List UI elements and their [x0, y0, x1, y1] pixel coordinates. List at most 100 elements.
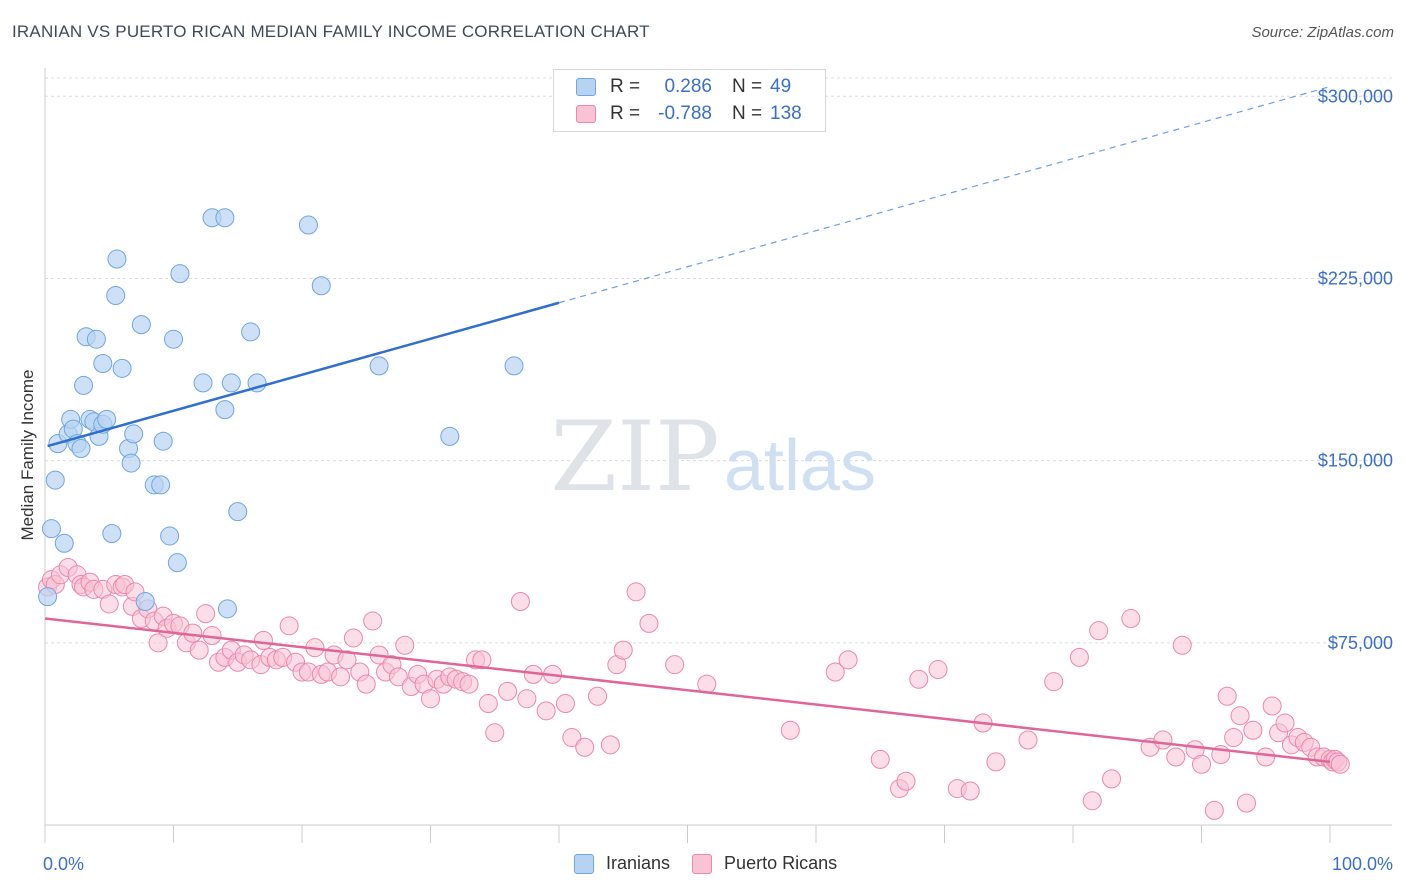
puerto-rican-point — [555, 694, 575, 714]
puerto-rican-point — [909, 669, 929, 689]
puerto-rican-point — [600, 735, 620, 755]
grid — [45, 77, 1392, 644]
puerto-rican-point — [1044, 672, 1064, 692]
puerto-rican-point — [148, 633, 168, 653]
puerto-rican-point — [1069, 647, 1089, 667]
puerto-rican-point — [588, 686, 608, 706]
legend-item-iranians[interactable]: Iranians — [574, 853, 670, 874]
puerto-rican-point — [1089, 621, 1109, 641]
axes — [44, 68, 1392, 843]
iranian-point — [217, 599, 237, 619]
iranian-point — [54, 533, 74, 553]
puerto-rican-point — [1153, 730, 1173, 750]
iranian-point — [102, 524, 122, 544]
iranian-point — [160, 526, 180, 546]
puerto-rican-point — [253, 630, 273, 650]
puerto-rican-point — [279, 616, 299, 636]
puerto-rican-point — [928, 660, 948, 680]
puerto-rican-point — [478, 694, 498, 714]
iranian-point — [193, 373, 213, 393]
y-tick-label: $300,000 — [1318, 86, 1393, 106]
puerto-rican-point — [1224, 728, 1244, 748]
iranian-point — [41, 519, 61, 539]
puerto-rican-point — [517, 689, 537, 709]
puerto-ricans-swatch — [576, 105, 596, 123]
tick-labels: $75,000 $150,000 $225,000 $300,000 0.0% 100.0… — [43, 86, 1393, 874]
y-tick-label: $225,000 — [1318, 268, 1393, 288]
r-value: 0.286 — [664, 76, 712, 97]
legend-row-puerto-ricans: R = -0.788 N = 138 — [576, 102, 802, 126]
puerto-rican-point — [459, 674, 479, 694]
puerto-rican-point — [1018, 730, 1038, 750]
puerto-rican-point — [1243, 720, 1263, 740]
puerto-rican-point — [1204, 800, 1224, 820]
puerto-rican-point — [99, 594, 119, 614]
puerto-rican-point — [1275, 713, 1295, 733]
puerto-rican-point — [536, 701, 556, 721]
puerto-rican-point — [337, 650, 357, 670]
iranian-point — [45, 470, 65, 490]
watermark-atlas: atlas — [724, 426, 876, 506]
puerto-rican-point — [356, 674, 376, 694]
r-value: -0.788 — [658, 103, 712, 124]
puerto-rican-point — [1236, 793, 1256, 813]
iranian-point — [298, 215, 318, 235]
puerto-rican-point — [665, 655, 685, 675]
iranians-swatch — [576, 78, 596, 96]
iranian-point — [135, 592, 155, 612]
puerto-rican-point — [395, 635, 415, 655]
legend-row-iranians: R = 0.286 N = 49 — [576, 75, 791, 99]
puerto-rican-point — [1330, 754, 1350, 774]
puerto-rican-point — [870, 749, 890, 769]
r-label: R = — [610, 76, 641, 97]
n-value: 138 — [770, 103, 802, 124]
chart-title: IRANIAN VS PUERTO RICAN MEDIAN FAMILY IN… — [12, 22, 650, 41]
puerto-rican-point — [196, 604, 216, 624]
n-label: N = — [732, 76, 763, 97]
puerto-rican-point — [1082, 791, 1102, 811]
puerto-rican-point — [1166, 747, 1186, 767]
source-label: Source: ZipAtlas.com — [1251, 24, 1394, 41]
puerto-rican-point — [1102, 769, 1122, 789]
puerto-rican-point — [421, 689, 440, 709]
puerto-rican-point — [986, 752, 1006, 772]
iranian-point — [124, 424, 144, 444]
puerto-rican-point — [1217, 686, 1237, 706]
iranian-point — [164, 329, 183, 349]
iranian-point — [71, 439, 91, 458]
puerto-rican-point — [1121, 609, 1141, 629]
n-label: N = — [732, 103, 763, 124]
iranian-point — [86, 329, 106, 349]
puerto-rican-point — [960, 781, 980, 801]
r-label: R = — [610, 103, 641, 124]
iranian-point — [241, 322, 261, 342]
iranian-point — [151, 475, 171, 495]
x-tick-label: 100.0% — [1332, 854, 1393, 874]
puerto-rican-point — [388, 667, 408, 687]
puerto-rican-point — [562, 728, 582, 748]
iranian-point — [74, 375, 94, 395]
puerto-rican-point — [189, 640, 209, 660]
stats-legend: R = 0.286 N = 49 R = -0.788 N = 138 — [553, 69, 826, 132]
puerto-rican-point — [575, 737, 595, 757]
iranian-point — [167, 553, 187, 573]
iranian-point — [106, 285, 126, 305]
y-axis-label: Median Family Income — [18, 369, 37, 541]
iranian-point — [107, 249, 127, 269]
puerto-rican-point — [613, 640, 633, 660]
puerto-rican-point — [626, 582, 646, 602]
y-tick-label: $150,000 — [1318, 451, 1393, 471]
puerto-rican-point — [1256, 747, 1276, 767]
series-legend: Iranians Puerto Ricans — [574, 853, 859, 874]
legend-item-puerto-ricans[interactable]: Puerto Ricans — [692, 853, 837, 874]
iranian-point — [121, 453, 141, 473]
puerto-rican-point — [825, 662, 845, 682]
puerto-ricans-trend-line — [44, 617, 1331, 764]
iranians-swatch — [574, 853, 594, 874]
iranian-point — [153, 431, 173, 451]
puerto-rican-point — [1230, 706, 1250, 726]
puerto-rican-point — [510, 592, 530, 612]
puerto-rican-point — [639, 613, 659, 633]
puerto-rican-point — [896, 771, 916, 791]
